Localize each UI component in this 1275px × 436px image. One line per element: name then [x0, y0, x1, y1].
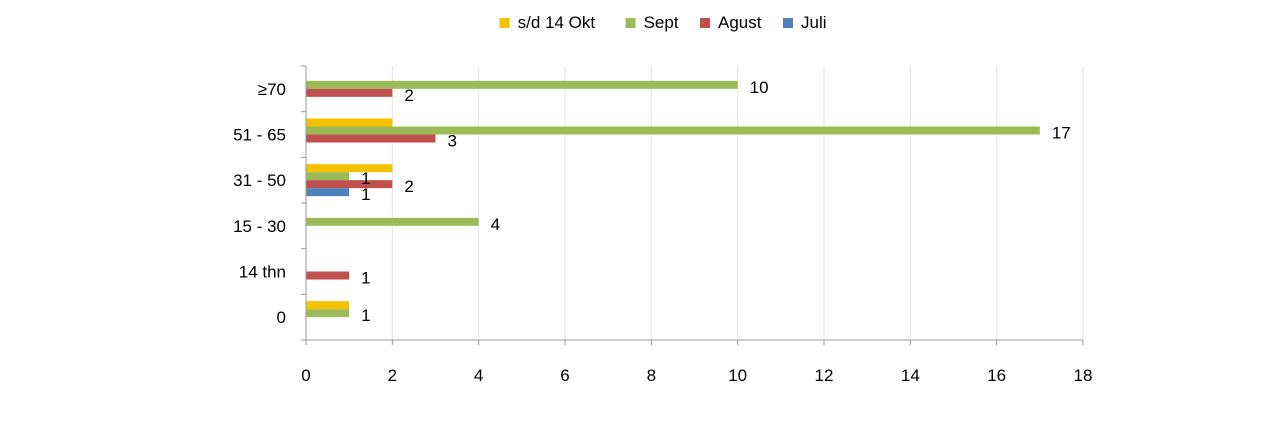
- bar-agust-14-thn: [306, 271, 350, 280]
- x-tick-label: 8: [647, 366, 656, 385]
- data-label: 3: [448, 132, 457, 151]
- bar-agust-51-65: [306, 134, 436, 143]
- y-category-label: 0: [277, 308, 286, 327]
- data-label: 1: [361, 269, 370, 288]
- bar-sept-51-65: [306, 126, 1040, 135]
- bar-sept-15-30: [306, 217, 479, 226]
- data-label: 4: [491, 215, 500, 234]
- data-label: 10: [750, 78, 769, 97]
- legend: s/d 14 Okt Sept Agust Juli: [499, 13, 827, 32]
- x-tick-label: 12: [815, 366, 834, 385]
- y-category-label: 31 - 50: [233, 171, 286, 190]
- bar-s-d-14-okt-31-50: [306, 164, 393, 173]
- x-tick-label: 0: [301, 366, 310, 385]
- x-tick-label: 14: [901, 366, 920, 385]
- legend-label: s/d 14 Okt: [518, 13, 596, 32]
- data-label: 1: [361, 306, 370, 325]
- x-tick-label: 6: [560, 366, 569, 385]
- data-label: 2: [404, 86, 413, 105]
- legend-label: Sept: [644, 13, 679, 32]
- legend-label: Juli: [801, 13, 827, 32]
- x-tick-label: 18: [1074, 366, 1093, 385]
- bar-sept--70: [306, 80, 738, 89]
- legend-swatch: [700, 18, 710, 28]
- y-category-label: 51 - 65: [233, 126, 286, 145]
- data-label: 2: [404, 177, 413, 196]
- legend-swatch: [783, 18, 793, 28]
- x-tick-label: 16: [987, 366, 1006, 385]
- legend-label: Agust: [718, 13, 762, 32]
- x-tick-label: 10: [728, 366, 747, 385]
- legend-swatch: [625, 18, 636, 28]
- bar-sept-0: [306, 309, 350, 318]
- x-tick-label: 4: [474, 366, 483, 385]
- bar-s-d-14-okt-0: [306, 301, 350, 310]
- bar-juli-31-50: [306, 188, 350, 197]
- y-category-label: ≥70: [258, 80, 286, 99]
- x-tick-label: 2: [388, 366, 397, 385]
- bar-agust-31-50: [306, 180, 393, 189]
- data-label: 1: [361, 169, 370, 188]
- legend-swatch: [499, 18, 510, 28]
- y-category-label: 15 - 30: [233, 217, 286, 236]
- bar-s-d-14-okt-51-65: [306, 118, 393, 127]
- gridlines: [391, 66, 1084, 340]
- bar-sept-31-50: [306, 172, 350, 181]
- data-label: 1: [361, 185, 370, 204]
- bars: [306, 80, 1040, 318]
- bar-agust--70: [306, 88, 393, 97]
- y-category-label: 14 thn: [239, 263, 286, 282]
- data-label: 17: [1052, 124, 1071, 143]
